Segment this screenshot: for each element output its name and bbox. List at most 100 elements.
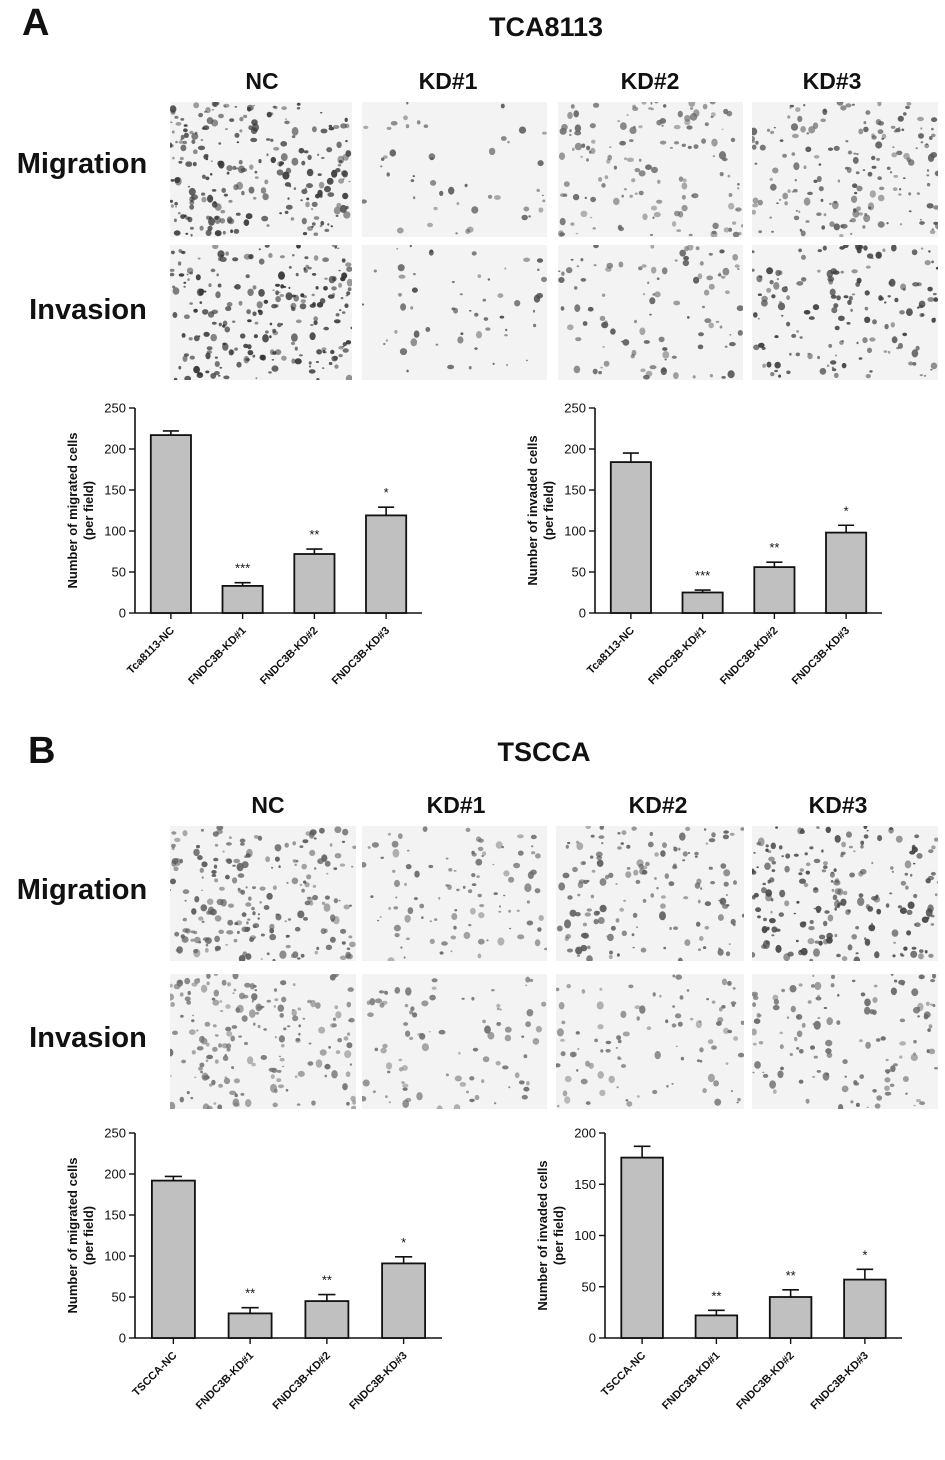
cell [306,197,310,201]
cell [234,106,238,108]
cell [200,904,208,912]
cell [421,916,424,919]
cell [493,892,498,895]
category-label: FNDC3B-KD#2 [734,1350,797,1413]
cell [593,264,597,267]
cell [226,302,233,307]
cell [666,1084,669,1088]
cell [814,981,822,991]
cell [331,286,337,291]
cell [434,918,438,921]
bar [825,531,868,614]
cell [518,126,527,134]
cell [324,185,331,193]
cell [704,318,712,324]
cell [864,306,869,311]
cell [175,140,178,144]
cell [770,130,775,135]
cell [258,159,262,164]
cell [404,914,411,923]
cell [856,277,862,284]
cell [833,200,838,204]
cell [307,266,312,270]
cell [244,1041,248,1046]
cell [201,192,206,196]
cell [675,1045,678,1048]
cell [781,314,784,317]
cell [616,1035,622,1040]
cell [388,906,392,911]
cell [898,342,903,349]
cell [342,342,347,347]
cell [174,837,181,843]
cell [803,165,807,169]
cell [771,926,778,933]
cell [774,369,778,373]
cell [582,861,586,865]
cell [914,922,921,927]
cell [513,862,521,869]
cell [388,1101,391,1104]
cell [303,268,308,273]
cell [606,262,614,269]
cell [725,894,728,896]
cell [290,217,295,221]
cell [266,153,269,157]
cell [929,229,936,235]
cell [262,334,269,343]
cell [231,1025,238,1029]
cell [886,1071,889,1075]
cell [753,851,756,854]
cell [663,104,667,108]
cell [911,249,918,256]
cell [933,297,938,302]
cell [877,835,883,842]
cell [567,895,573,900]
cell [297,910,305,919]
y-tick-label: 200 [574,1126,596,1141]
cell [430,180,437,186]
cell [529,978,534,983]
cell [640,368,646,373]
cell [184,996,191,1002]
cell [308,369,316,374]
cell [639,867,645,875]
cell [601,842,604,845]
cell [333,355,339,361]
cell [796,1030,803,1038]
cell [737,187,740,190]
cell [185,161,193,167]
cell [681,143,686,147]
cell [400,946,403,949]
cell [247,350,254,356]
cell [410,179,415,183]
cell [346,291,351,296]
cell [920,141,924,144]
micrograph-tscca-migration-kd2 [556,826,744,961]
cell [333,206,341,215]
cell [405,987,412,996]
cell [575,840,580,844]
cell [497,937,505,946]
cell [191,982,198,987]
cell [211,321,217,325]
cell [295,859,299,863]
cell [564,919,571,929]
cell [758,342,765,348]
cell [187,990,191,996]
significance-label: ** [711,1288,721,1303]
cell [273,1088,278,1094]
cell [700,887,703,890]
cell [719,325,723,329]
cell [678,176,684,182]
cell [805,1098,810,1104]
cell [881,137,885,140]
cell [196,372,204,379]
cell [817,1016,821,1020]
cell [274,856,280,862]
cell [321,347,327,351]
cell [206,215,211,220]
cell [851,269,858,274]
cell [284,118,288,120]
cell [172,156,175,160]
